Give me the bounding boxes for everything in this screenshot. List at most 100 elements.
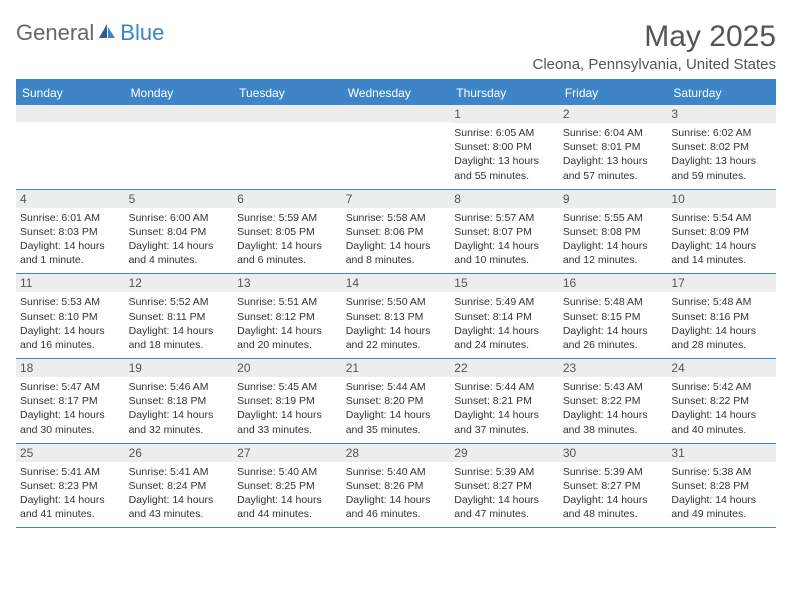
day-detail-line: Sunrise: 5:50 AM (346, 295, 447, 309)
day-detail-line: Sunrise: 5:53 AM (20, 295, 121, 309)
day-detail-line: Sunrise: 5:46 AM (129, 380, 230, 394)
day-details: Sunrise: 5:44 AMSunset: 8:21 PMDaylight:… (454, 380, 555, 437)
day-number: 6 (233, 190, 342, 208)
dow-cell: Sunday (16, 81, 125, 105)
day-cell: 3Sunrise: 6:02 AMSunset: 8:02 PMDaylight… (667, 105, 776, 189)
day-detail-line: Daylight: 14 hours and 41 minutes. (20, 493, 121, 521)
sail-icon (97, 20, 117, 46)
day-detail-line: Sunset: 8:00 PM (454, 140, 555, 154)
day-detail-line: Sunrise: 5:41 AM (129, 465, 230, 479)
day-detail-line: Sunrise: 6:00 AM (129, 211, 230, 225)
day-detail-line: Daylight: 14 hours and 33 minutes. (237, 408, 338, 436)
day-number: 24 (667, 359, 776, 377)
day-detail-line: Sunset: 8:21 PM (454, 394, 555, 408)
day-detail-line: Sunset: 8:23 PM (20, 479, 121, 493)
day-details: Sunrise: 6:04 AMSunset: 8:01 PMDaylight:… (563, 126, 664, 183)
day-details: Sunrise: 5:55 AMSunset: 8:08 PMDaylight:… (563, 211, 664, 268)
day-cell: 30Sunrise: 5:39 AMSunset: 8:27 PMDayligh… (559, 444, 668, 528)
week-row: 4Sunrise: 6:01 AMSunset: 8:03 PMDaylight… (16, 190, 776, 275)
day-detail-line: Sunset: 8:26 PM (346, 479, 447, 493)
day-number (125, 105, 234, 122)
day-detail-line: Sunset: 8:11 PM (129, 310, 230, 324)
day-cell: 15Sunrise: 5:49 AMSunset: 8:14 PMDayligh… (450, 274, 559, 358)
day-details: Sunrise: 5:59 AMSunset: 8:05 PMDaylight:… (237, 211, 338, 268)
day-details: Sunrise: 5:52 AMSunset: 8:11 PMDaylight:… (129, 295, 230, 352)
day-detail-line: Daylight: 14 hours and 12 minutes. (563, 239, 664, 267)
dow-cell: Tuesday (233, 81, 342, 105)
day-details: Sunrise: 5:44 AMSunset: 8:20 PMDaylight:… (346, 380, 447, 437)
day-number (16, 105, 125, 122)
day-detail-line: Sunset: 8:04 PM (129, 225, 230, 239)
day-detail-line: Sunrise: 5:44 AM (346, 380, 447, 394)
title-block: May 2025 Cleona, Pennsylvania, United St… (533, 20, 776, 73)
day-cell (233, 105, 342, 189)
day-detail-line: Sunrise: 5:58 AM (346, 211, 447, 225)
day-number: 2 (559, 105, 668, 123)
day-cell: 4Sunrise: 6:01 AMSunset: 8:03 PMDaylight… (16, 190, 125, 274)
day-details: Sunrise: 5:54 AMSunset: 8:09 PMDaylight:… (671, 211, 772, 268)
dow-cell: Monday (125, 81, 234, 105)
day-detail-line: Sunset: 8:28 PM (671, 479, 772, 493)
day-number: 21 (342, 359, 451, 377)
day-cell: 7Sunrise: 5:58 AMSunset: 8:06 PMDaylight… (342, 190, 451, 274)
day-number: 9 (559, 190, 668, 208)
day-cell: 14 Sunrise: 5:50 AMSunset: 8:13 PMDayligh… (342, 274, 451, 358)
day-number: 26 (125, 444, 234, 462)
day-number: 13 (233, 274, 342, 292)
day-detail-line: Sunset: 8:24 PM (129, 479, 230, 493)
day-detail-line: Sunset: 8:20 PM (346, 394, 447, 408)
day-cell: 24Sunrise: 5:42 AMSunset: 8:22 PMDayligh… (667, 359, 776, 443)
day-cell: 26 Sunrise: 5:41 AMSunset: 8:24 PMDayligh… (125, 444, 234, 528)
day-detail-line: Sunset: 8:15 PM (563, 310, 664, 324)
day-number: 27 (233, 444, 342, 462)
dow-cell: Wednesday (342, 81, 451, 105)
day-cell: 6 Sunrise: 5:59 AMSunset: 8:05 PMDaylight… (233, 190, 342, 274)
day-detail-line: Daylight: 14 hours and 14 minutes. (671, 239, 772, 267)
day-cell: 9 Sunrise: 5:55 AMSunset: 8:08 PMDaylight… (559, 190, 668, 274)
day-detail-line: Daylight: 14 hours and 20 minutes. (237, 324, 338, 352)
day-cell (16, 105, 125, 189)
day-cell: 20Sunrise: 5:45 AMSunset: 8:19 PMDayligh… (233, 359, 342, 443)
day-number: 16 (559, 274, 668, 292)
day-number: 17 (667, 274, 776, 292)
day-cell: 2 Sunrise: 6:04 AMSunset: 8:01 PMDaylight… (559, 105, 668, 189)
day-number: 18 (16, 359, 125, 377)
day-detail-line: Sunrise: 5:54 AM (671, 211, 772, 225)
day-detail-line: Sunset: 8:13 PM (346, 310, 447, 324)
day-cell: 11Sunrise: 5:53 AMSunset: 8:10 PMDayligh… (16, 274, 125, 358)
day-detail-line: Daylight: 13 hours and 59 minutes. (671, 154, 772, 182)
day-number: 4 (16, 190, 125, 208)
day-details: Sunrise: 5:50 AMSunset: 8:13 PMDaylight:… (346, 295, 447, 352)
day-detail-line: Sunrise: 5:48 AM (563, 295, 664, 309)
day-detail-line: Sunset: 8:06 PM (346, 225, 447, 239)
day-detail-line: Sunset: 8:27 PM (454, 479, 555, 493)
day-detail-line: Daylight: 14 hours and 6 minutes. (237, 239, 338, 267)
day-details: Sunrise: 5:41 AMSunset: 8:24 PMDaylight:… (129, 465, 230, 522)
day-details: Sunrise: 6:05 AMSunset: 8:00 PMDaylight:… (454, 126, 555, 183)
day-number: 7 (342, 190, 451, 208)
day-detail-line: Daylight: 14 hours and 46 minutes. (346, 493, 447, 521)
day-number: 19 (125, 359, 234, 377)
day-detail-line: Sunset: 8:16 PM (671, 310, 772, 324)
day-detail-line: Sunrise: 5:59 AM (237, 211, 338, 225)
day-cell: 13 Sunrise: 5:51 AMSunset: 8:12 PMDayligh… (233, 274, 342, 358)
day-cell: 16 Sunrise: 5:48 AMSunset: 8:15 PMDayligh… (559, 274, 668, 358)
day-detail-line: Daylight: 14 hours and 48 minutes. (563, 493, 664, 521)
day-details: Sunrise: 5:49 AMSunset: 8:14 PMDaylight:… (454, 295, 555, 352)
day-detail-line: Sunset: 8:01 PM (563, 140, 664, 154)
day-number: 14 (342, 274, 451, 292)
day-details: Sunrise: 5:51 AMSunset: 8:12 PMDaylight:… (237, 295, 338, 352)
brand-logo: General Blue (16, 20, 164, 46)
day-number: 29 (450, 444, 559, 462)
day-details: Sunrise: 5:48 AMSunset: 8:15 PMDaylight:… (563, 295, 664, 352)
day-cell: 19Sunrise: 5:46 AMSunset: 8:18 PMDayligh… (125, 359, 234, 443)
day-detail-line: Sunrise: 5:39 AM (454, 465, 555, 479)
day-detail-line: Sunset: 8:17 PM (20, 394, 121, 408)
day-cell: 1Sunrise: 6:05 AMSunset: 8:00 PMDaylight… (450, 105, 559, 189)
day-detail-line: Daylight: 14 hours and 24 minutes. (454, 324, 555, 352)
day-detail-line: Sunset: 8:18 PM (129, 394, 230, 408)
day-detail-line: Sunrise: 5:41 AM (20, 465, 121, 479)
day-cell (342, 105, 451, 189)
day-number: 12 (125, 274, 234, 292)
day-detail-line: Sunrise: 6:02 AM (671, 126, 772, 140)
